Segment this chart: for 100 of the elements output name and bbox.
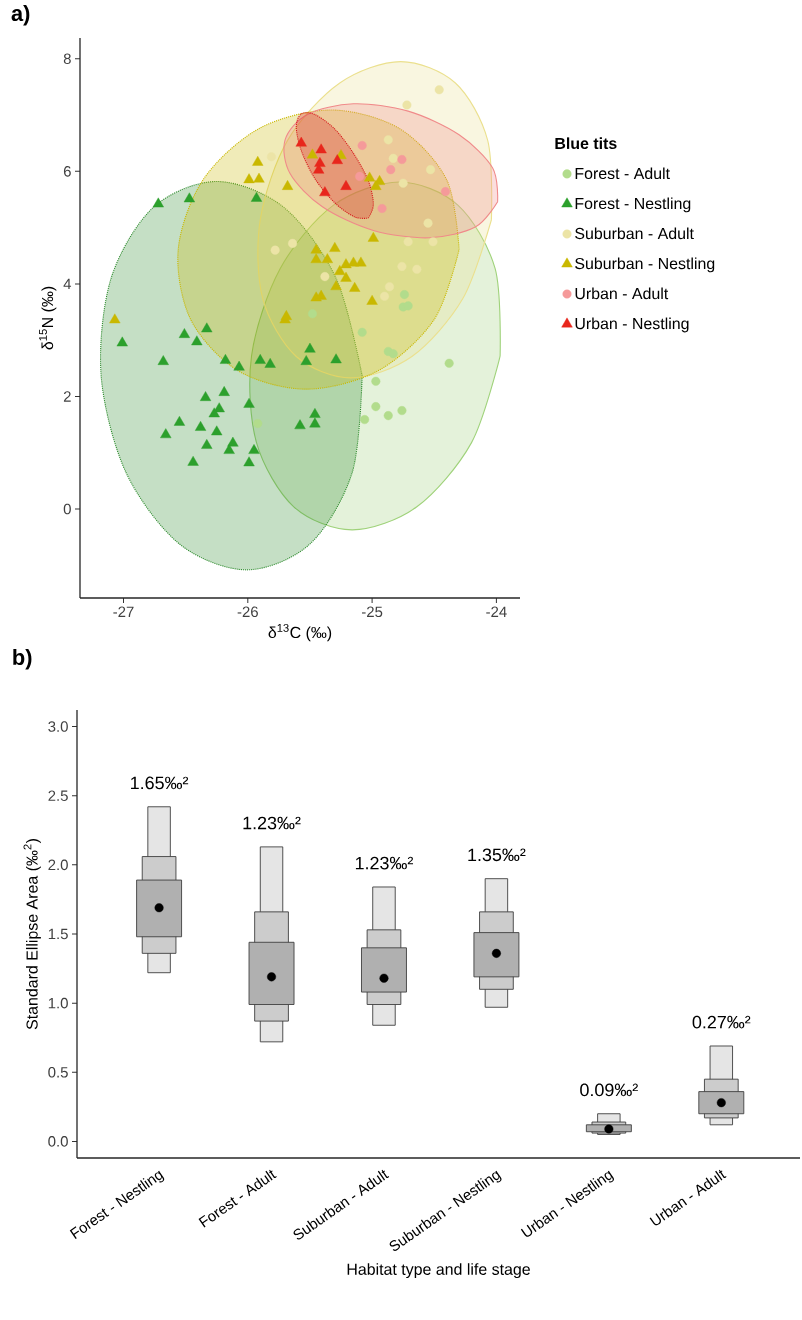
legend-label: Suburban - Nestling — [575, 257, 715, 273]
point — [491, 948, 501, 958]
point — [355, 256, 367, 267]
point — [360, 415, 370, 425]
annotation: 1.23‰² — [355, 856, 414, 870]
point — [388, 153, 398, 163]
point — [252, 155, 264, 166]
point — [152, 197, 164, 208]
point — [116, 336, 128, 347]
point — [310, 253, 322, 264]
point — [267, 972, 277, 982]
point — [397, 155, 407, 165]
y-axis-title: Standard Ellipse Area (‰$^{2}$) — [23, 839, 41, 1030]
point — [187, 455, 199, 466]
point — [398, 178, 408, 188]
point — [254, 354, 266, 364]
y-tick-label: 1.0 — [48, 997, 68, 1009]
point — [388, 349, 398, 359]
point — [364, 171, 376, 182]
x-tick-label: -26 — [237, 606, 258, 618]
point — [434, 85, 444, 95]
point — [288, 238, 298, 248]
legend-label: Forest - Nestling — [575, 197, 691, 213]
point — [349, 282, 361, 292]
chart-title: a) — [11, 4, 30, 26]
annotation: 1.23‰² — [243, 816, 301, 830]
point — [440, 187, 450, 197]
legend-label: Urban - Adult — [575, 287, 669, 300]
x-tick-label: -27 — [113, 606, 134, 617]
point — [428, 237, 438, 247]
point — [377, 204, 387, 213]
point — [201, 439, 213, 449]
point — [201, 322, 213, 333]
point — [183, 192, 195, 203]
point — [280, 310, 292, 320]
x-axis-title: Habitat type and life stage — [347, 1263, 530, 1279]
y-tick-label: 0.5 — [48, 1066, 68, 1078]
point — [444, 358, 454, 368]
point — [309, 417, 321, 428]
legend-label: Urban - Nestling — [575, 317, 689, 333]
point — [426, 165, 436, 175]
point — [329, 242, 341, 252]
point — [173, 415, 186, 426]
point — [385, 282, 394, 292]
y-tick-label: 0.0 — [48, 1136, 68, 1147]
point — [157, 355, 169, 365]
point — [295, 136, 307, 147]
point — [282, 180, 294, 190]
point — [195, 421, 207, 431]
point — [370, 180, 382, 190]
y-tick-label: 2.5 — [48, 790, 68, 801]
point — [367, 231, 379, 242]
point — [253, 172, 265, 183]
x-axis-title: δ$^{13}$C (‰) — [268, 623, 332, 642]
point — [423, 218, 433, 228]
point — [371, 376, 381, 386]
legend-label: Forest - Adult — [575, 167, 670, 180]
point — [243, 397, 255, 408]
x-tick-label: -25 — [361, 606, 383, 618]
point — [379, 973, 389, 983]
point — [199, 391, 212, 401]
point — [250, 191, 263, 202]
y-tick-label: 0 — [63, 503, 71, 515]
y-tick-label: 8 — [63, 53, 71, 65]
point — [306, 148, 319, 159]
point — [319, 186, 331, 197]
point — [340, 180, 352, 190]
point — [315, 143, 327, 154]
y-tick-label: 3.0 — [48, 721, 68, 732]
annotation: 1.65‰² — [131, 776, 189, 790]
point — [330, 280, 342, 291]
point — [294, 419, 306, 430]
point — [330, 353, 342, 364]
point — [412, 264, 422, 274]
y-tick-label: 6 — [63, 166, 71, 177]
point — [399, 290, 409, 300]
point — [264, 358, 276, 368]
y-tick-label: 2.0 — [48, 859, 68, 871]
point — [243, 173, 255, 184]
point — [321, 253, 333, 264]
point — [386, 165, 396, 175]
point — [191, 335, 203, 346]
point — [320, 272, 330, 282]
point — [178, 328, 190, 338]
point — [397, 261, 407, 271]
point — [304, 342, 316, 353]
point — [154, 903, 164, 913]
point — [208, 407, 220, 418]
point — [270, 245, 280, 255]
point — [383, 135, 393, 145]
annotation: 0.27‰² — [692, 1015, 751, 1029]
annotation: 1.35‰² — [468, 848, 526, 862]
point — [109, 313, 121, 324]
point — [355, 171, 365, 181]
x-tick-label: -24 — [486, 606, 507, 617]
point — [340, 271, 352, 282]
point — [357, 140, 367, 150]
point — [266, 152, 276, 162]
point — [716, 1098, 726, 1108]
point — [380, 291, 390, 301]
